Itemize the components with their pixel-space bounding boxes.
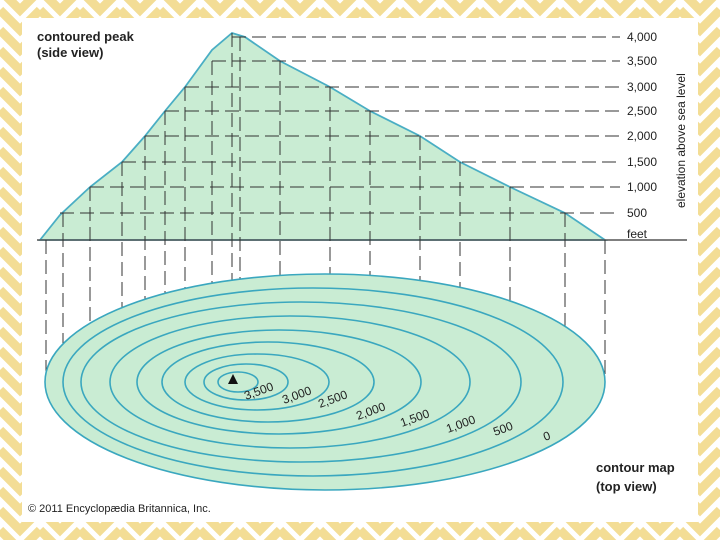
elevation-label: 3,000 xyxy=(627,80,657,94)
elevation-label: 2,500 xyxy=(627,104,657,118)
contour-map xyxy=(44,273,606,491)
elevation-label: 3,500 xyxy=(627,54,657,68)
top-view-title: contour map xyxy=(596,460,675,475)
side-view-title: contoured peak xyxy=(37,29,135,44)
copyright: © 2011 Encyclopædia Britannica, Inc. xyxy=(28,503,211,515)
unit-label: feet xyxy=(627,227,648,241)
elevation-label: 2,000 xyxy=(627,129,657,143)
elevation-label: 1,000 xyxy=(627,180,657,194)
elevation-label: 4,000 xyxy=(627,30,657,44)
axis-label: elevation above sea level xyxy=(674,73,688,208)
side-view-title: (side view) xyxy=(37,45,103,60)
top-view-title: (top view) xyxy=(596,479,657,494)
elevation-lines xyxy=(60,36,620,214)
contour-label: 500 xyxy=(491,419,515,439)
contour-label: 0 xyxy=(541,428,552,444)
projection-lines xyxy=(45,33,606,380)
elevation-label: 500 xyxy=(627,206,647,220)
elevation-label: 1,500 xyxy=(627,155,657,169)
